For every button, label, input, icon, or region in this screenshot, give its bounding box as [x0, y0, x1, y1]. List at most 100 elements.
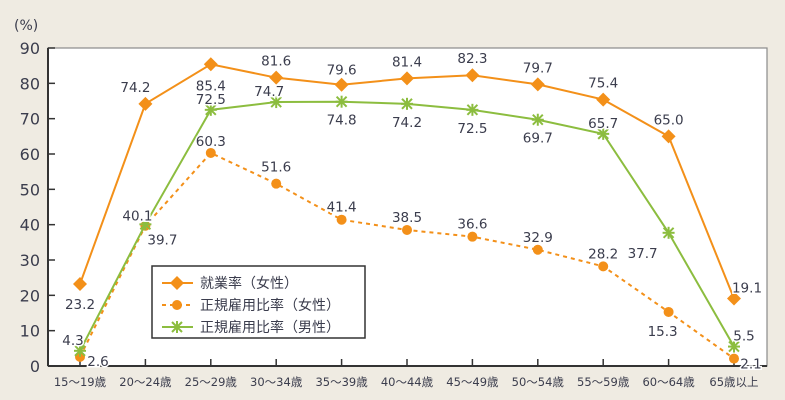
- data-label: 28.2: [588, 246, 618, 262]
- x-tick-label: 15～19歳: [54, 375, 107, 389]
- y-tick-label: 10: [20, 322, 40, 341]
- asterisk-stroke: [205, 104, 217, 116]
- data-point-1-10: [729, 353, 739, 364]
- data-label: 32.9: [523, 230, 553, 246]
- data-label: 74.2: [392, 115, 422, 131]
- y-tick-label: 80: [20, 74, 40, 93]
- data-label: 79.6: [327, 63, 357, 79]
- data-label: 36.6: [457, 217, 487, 233]
- data-point-1-3: [271, 178, 282, 189]
- asterisk-stroke: [74, 345, 86, 357]
- data-point-1-8: [598, 261, 609, 272]
- data-label: 74.7: [254, 84, 284, 100]
- asterisk-stroke: [597, 128, 609, 140]
- data-point-0-2: [203, 57, 218, 72]
- data-label: 37.7: [628, 246, 658, 262]
- x-tick-label: 35～39歳: [315, 375, 368, 389]
- asterisk-stroke: [171, 321, 183, 333]
- data-point-1-4: [336, 214, 347, 225]
- legend-marker-diamond: [170, 276, 184, 290]
- x-tick-label: 45～49歳: [446, 375, 499, 389]
- data-label: 19.1: [732, 281, 762, 297]
- asterisk-stroke: [270, 96, 282, 108]
- data-label: 60.3: [196, 134, 226, 150]
- data-label: 15.3: [648, 324, 678, 340]
- asterisk-stroke: [466, 104, 479, 116]
- data-point-0-1: [138, 96, 153, 111]
- y-tick-label: 40: [20, 216, 40, 235]
- legend-marker-circle: [172, 300, 182, 310]
- asterisk-stroke: [728, 340, 740, 353]
- data-point-2-4: [335, 95, 348, 108]
- asterisk-stroke: [401, 98, 413, 110]
- data-point-1-6: [467, 231, 478, 242]
- y-tick-label: 90: [20, 39, 40, 58]
- data-point-0-3: [269, 70, 284, 85]
- data-label: 2.1: [740, 357, 761, 373]
- x-tick-label: 55～59歳: [577, 375, 630, 389]
- data-point-2-6: [466, 103, 479, 116]
- asterisk-stroke: [335, 95, 348, 108]
- asterisk-stroke: [139, 218, 152, 231]
- y-axis-label: (%): [14, 18, 38, 34]
- data-point-1-7: [532, 244, 543, 255]
- x-tick-label: 40～44歳: [381, 375, 434, 389]
- data-point-2-7: [531, 113, 544, 126]
- y-tick-label: 60: [20, 145, 40, 164]
- data-point-2-5: [401, 97, 413, 110]
- data-label: 82.3: [457, 51, 487, 67]
- x-tick-label: 30～34歳: [250, 375, 303, 389]
- legend-label: 正規雇用比率（男性）: [200, 319, 340, 336]
- data-point-1-5: [402, 224, 412, 235]
- data-label: 5.5: [733, 329, 754, 345]
- data-label: 85.4: [196, 78, 226, 94]
- data-label: 72.5: [457, 121, 487, 137]
- x-tick-label: 25～29歳: [185, 375, 238, 389]
- y-tick-label: 70: [20, 110, 40, 129]
- legend: 就業率（女性） 正規雇用比率（女性） 正規雇用比率（男性）: [151, 265, 366, 339]
- x-tick-label: 50～54歳: [512, 375, 565, 389]
- y-tick-label: 20: [20, 286, 40, 305]
- data-label: 81.4: [392, 54, 422, 70]
- data-point-0-4: [334, 77, 349, 92]
- data-point-2-0: [74, 344, 86, 357]
- data-point-1-2: [205, 147, 216, 158]
- data-point-0-0: [73, 277, 87, 292]
- data-point-0-7: [530, 77, 545, 92]
- data-label: 41.4: [327, 200, 357, 216]
- legend-label: 就業率（女性）: [200, 275, 298, 292]
- asterisk-stroke: [662, 227, 675, 239]
- data-label: 39.7: [147, 233, 177, 249]
- data-point-0-9: [661, 129, 676, 144]
- data-label: 23.2: [65, 297, 95, 313]
- data-label: 2.6: [87, 354, 108, 370]
- asterisk-stroke: [532, 114, 544, 126]
- data-label: 51.6: [261, 160, 291, 176]
- data-point-2-3: [270, 96, 283, 109]
- y-tick-label: 50: [20, 180, 40, 199]
- data-point-1-9: [663, 306, 674, 317]
- data-point-2-1: [139, 218, 152, 231]
- data-label: 69.7: [523, 131, 553, 147]
- x-tick-label: 65歳以上: [709, 375, 758, 389]
- data-label: 75.4: [588, 76, 618, 92]
- data-point-2-9: [662, 226, 675, 239]
- data-label: 72.5: [196, 92, 226, 108]
- x-tick-label: 20～24歳: [119, 375, 172, 389]
- data-label: 79.7: [523, 60, 553, 76]
- data-label: 74.8: [327, 113, 357, 129]
- data-point-0-5: [400, 71, 414, 86]
- data-label: 74.2: [120, 80, 150, 96]
- data-point-2-10: [728, 340, 740, 353]
- x-tick-label: 60～64歳: [642, 375, 695, 389]
- data-label: 65.0: [654, 112, 684, 128]
- data-label: 40.1: [122, 208, 152, 224]
- data-point-0-10: [727, 291, 741, 306]
- legend-box: [151, 265, 366, 339]
- data-label: 81.6: [261, 54, 291, 70]
- data-point-0-6: [465, 68, 480, 83]
- data-point-0-8: [596, 92, 611, 107]
- data-label: 4.3: [62, 333, 83, 349]
